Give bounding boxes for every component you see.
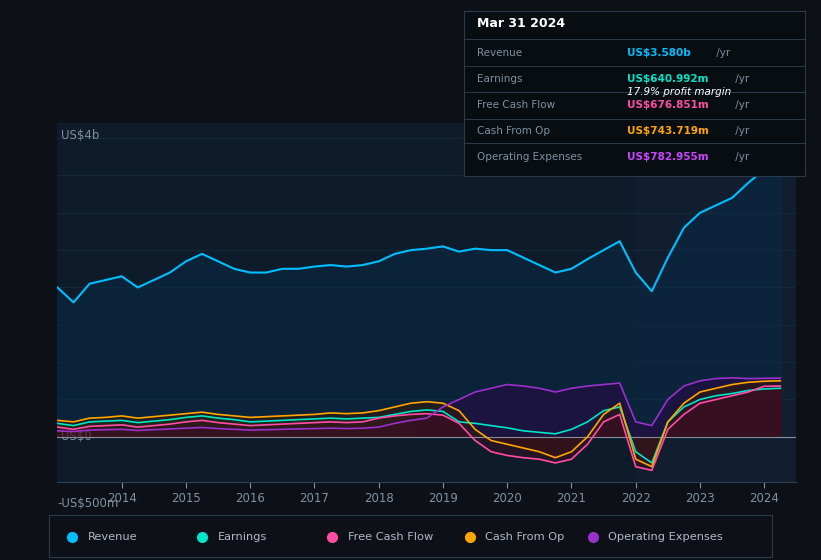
- Text: US$743.719m: US$743.719m: [627, 126, 709, 136]
- Text: US$676.851m: US$676.851m: [627, 100, 709, 110]
- Text: -US$500m: -US$500m: [57, 497, 119, 510]
- Text: /yr: /yr: [732, 152, 750, 162]
- Bar: [635, 123, 796, 482]
- Text: Free Cash Flow: Free Cash Flow: [347, 532, 433, 542]
- Text: Free Cash Flow: Free Cash Flow: [478, 100, 556, 110]
- Text: US$782.955m: US$782.955m: [627, 152, 709, 162]
- Text: US$4b: US$4b: [62, 129, 99, 142]
- Text: Operating Expenses: Operating Expenses: [608, 532, 722, 542]
- Text: US$3.580b: US$3.580b: [627, 48, 691, 58]
- Text: US$0: US$0: [62, 430, 92, 444]
- Text: Cash From Op: Cash From Op: [478, 126, 551, 136]
- Text: 17.9% profit margin: 17.9% profit margin: [627, 87, 732, 97]
- Text: US$640.992m: US$640.992m: [627, 74, 709, 84]
- Text: Revenue: Revenue: [88, 532, 137, 542]
- Text: Cash From Op: Cash From Op: [485, 532, 564, 542]
- Text: /yr: /yr: [732, 74, 750, 84]
- Text: /yr: /yr: [713, 48, 731, 58]
- Text: /yr: /yr: [732, 126, 750, 136]
- Text: Earnings: Earnings: [478, 74, 523, 84]
- Text: Earnings: Earnings: [218, 532, 267, 542]
- Text: Operating Expenses: Operating Expenses: [478, 152, 583, 162]
- Text: Mar 31 2024: Mar 31 2024: [478, 17, 566, 30]
- Text: Revenue: Revenue: [478, 48, 523, 58]
- Text: /yr: /yr: [732, 100, 750, 110]
